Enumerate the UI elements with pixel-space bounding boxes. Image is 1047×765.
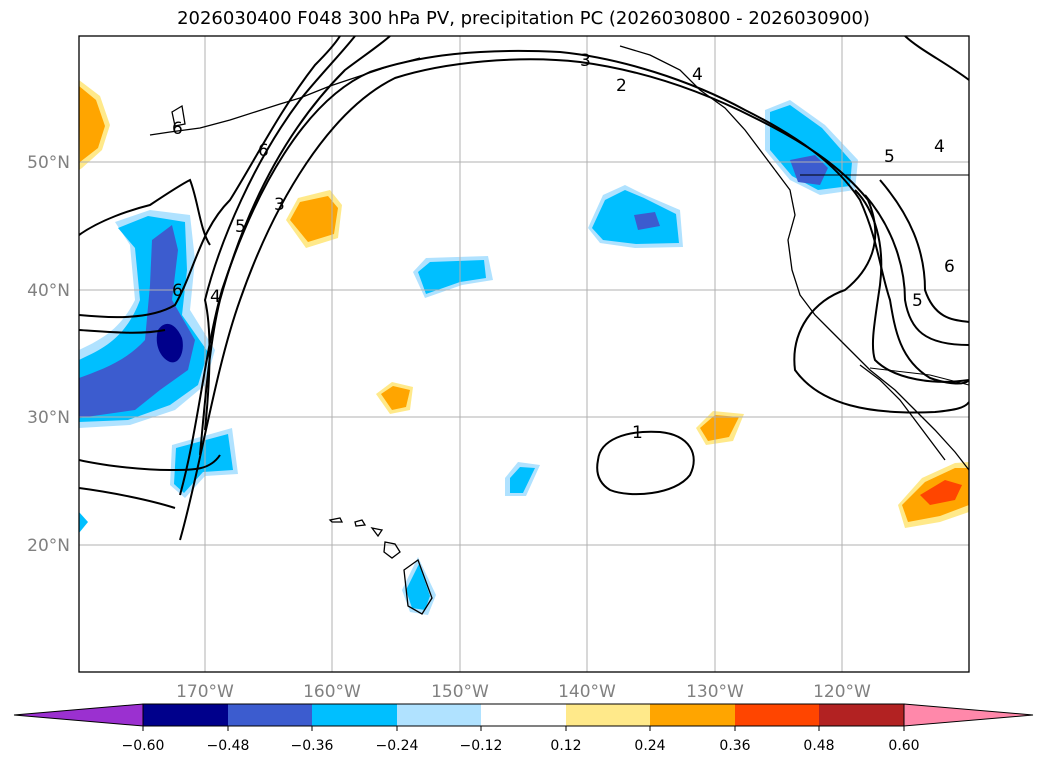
precip-pos-strong-southeast — [920, 480, 962, 505]
contour-label-6d: 6 — [944, 257, 955, 277]
precip-neg-edge-west — [79, 512, 88, 533]
colorbar-segment — [143, 704, 228, 726]
coastline-baja — [859, 364, 946, 461]
island-hawaii-3 — [370, 527, 384, 538]
pv-contour-5 — [203, 36, 356, 431]
coastline-north-america — [774, 169, 969, 471]
pv-contour-1 — [596, 430, 695, 496]
colorbar-frame — [142, 703, 905, 727]
pv-contour-ne — [904, 36, 969, 81]
contour-label-5c: 5 — [912, 291, 923, 311]
lat-label-40n: 40°N — [27, 281, 70, 301]
lat-label-30n: 30°N — [27, 408, 70, 428]
pv-contours — [79, 36, 969, 541]
colorbar-segment — [735, 704, 819, 726]
map-panel: 1 2 3 3 4 4 4 5 5 5 6 6 6 6 — [79, 36, 969, 672]
colorbar-tick: 0.60 — [888, 738, 919, 754]
pv-contour-left-c — [79, 487, 176, 509]
lon-label-160w: 160°W — [303, 682, 361, 702]
contour-label-6b: 6 — [172, 281, 183, 301]
colorbar-tick: 0.48 — [803, 738, 834, 754]
lon-label-120w: 120°W — [813, 682, 871, 702]
island-hawaii-2 — [354, 519, 367, 527]
colorbar-segment — [312, 704, 397, 726]
colorbar-tick: −0.36 — [291, 738, 334, 754]
colorbar-low-extension — [13, 703, 144, 727]
lon-label-140w: 140°W — [558, 682, 616, 702]
latitude-labels: 50°N 40°N 30°N 20°N — [27, 153, 70, 556]
colorbar-high-extension — [903, 703, 1034, 727]
pv-contour-left-a — [79, 178, 211, 246]
pv-contour-east-c — [879, 179, 969, 323]
gridlines — [79, 36, 969, 672]
pv-contour-4 — [199, 36, 391, 456]
island-hawaii-south — [403, 558, 433, 615]
colorbar: −0.60 −0.48 −0.36 −0.24 −0.12 0.12 0.24 … — [13, 703, 1034, 754]
contour-label-5a: 5 — [235, 217, 246, 237]
colorbar-tick: 0.36 — [719, 738, 750, 754]
precip-neg-extreme-west — [156, 323, 183, 363]
longitude-labels: 170°W 160°W 150°W 140°W 130°W 120°W — [176, 682, 871, 702]
precip-pos-3 — [700, 415, 739, 441]
lon-label-150w: 150°W — [431, 682, 489, 702]
colorbar-segment — [397, 704, 481, 726]
contour-label-3a: 3 — [580, 51, 591, 71]
colorbar-segment — [228, 704, 312, 726]
colorbar-tick: −0.60 — [122, 738, 165, 754]
contour-label-4a: 4 — [692, 65, 703, 85]
precip-pos-northwest — [79, 86, 105, 162]
colorbar-segment — [481, 704, 566, 726]
pv-contour-6 — [79, 36, 341, 319]
colorbar-tick: 0.12 — [550, 738, 581, 754]
lon-label-170w: 170°W — [176, 682, 234, 702]
map-frame — [78, 35, 970, 673]
island-hawaii-1 — [328, 517, 344, 523]
precip-shading — [79, 80, 969, 615]
precip-neg-south-west-core — [174, 434, 233, 493]
colorbar-segment — [650, 704, 735, 726]
precip-pos-1 — [290, 196, 338, 242]
colorbar-tick: 0.24 — [634, 738, 665, 754]
precip-neg-strong-northcentral — [634, 212, 660, 230]
contour-label-3b: 3 — [274, 195, 285, 215]
contour-label-4b: 4 — [210, 287, 221, 307]
island-small-west — [171, 104, 186, 127]
figure-title: 2026030400 F048 300 hPa PV, precipitatio… — [177, 8, 870, 29]
colorbar-tick: −0.24 — [376, 738, 419, 754]
contour-label-2: 2 — [616, 76, 627, 96]
contour-label-5b: 5 — [884, 147, 895, 167]
lat-label-20n: 20°N — [27, 536, 70, 556]
precip-neg-pnw — [770, 105, 852, 190]
contour-label-6a: 6 — [258, 141, 269, 161]
pv-contour-2 — [179, 58, 969, 541]
contour-label-4c: 4 — [934, 137, 945, 157]
precip-neg-small — [510, 467, 535, 493]
precip-neg-south — [406, 564, 430, 610]
contour-labels: 1 2 3 3 4 4 4 5 5 5 6 6 6 6 — [172, 51, 955, 443]
pv-contour-east-b — [864, 194, 969, 346]
lat-label-50n: 50°N — [27, 153, 70, 173]
precip-neg-strong-west — [79, 225, 195, 418]
pv-contour-east-a — [854, 189, 969, 383]
pv-contour-left-b — [79, 454, 221, 472]
pv-contour-left-d — [79, 329, 166, 334]
island-hawaii-big — [383, 541, 401, 559]
precip-pos-2 — [381, 386, 410, 410]
colorbar-tick: −0.48 — [207, 738, 250, 754]
lon-label-130w: 130°W — [686, 682, 744, 702]
coastlines — [149, 45, 969, 615]
colorbar-tick: −0.12 — [460, 738, 503, 754]
precip-neg-central — [418, 260, 486, 294]
colorbar-segment — [566, 704, 650, 726]
colorbar-segment — [819, 704, 904, 726]
contour-label-6c: 6 — [172, 119, 183, 139]
contour-label-1: 1 — [632, 423, 643, 443]
